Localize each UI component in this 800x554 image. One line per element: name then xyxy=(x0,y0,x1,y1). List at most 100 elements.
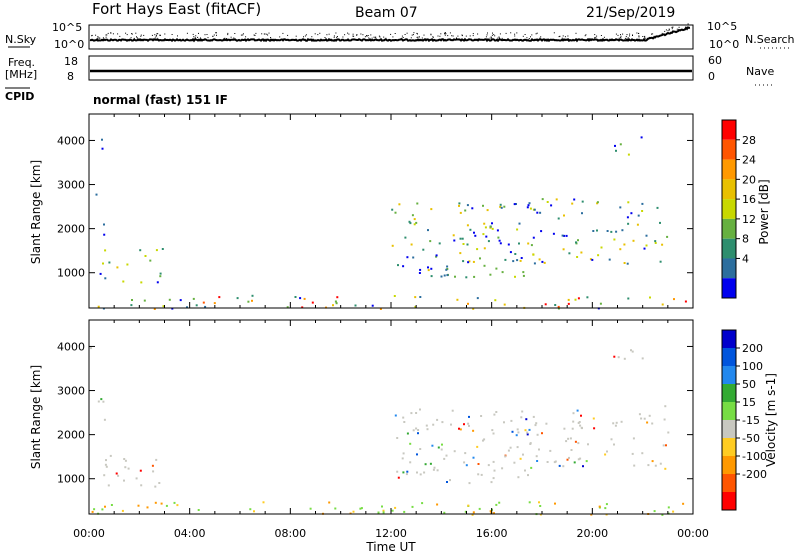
echo-cell xyxy=(573,198,576,201)
echo-cell xyxy=(483,222,486,225)
nsky-dot xyxy=(501,37,503,39)
echo-cell xyxy=(557,217,560,220)
nsky-dot xyxy=(524,34,526,35)
nsky-dot xyxy=(618,37,620,39)
echo-cell xyxy=(614,424,617,427)
echo-cell xyxy=(394,506,397,509)
colorbar-swatch xyxy=(722,199,736,219)
echo-cell xyxy=(626,262,629,265)
echo-cell xyxy=(415,412,418,414)
echo-cell xyxy=(328,501,331,504)
nsky-dot xyxy=(295,35,297,37)
nsky-dot xyxy=(135,32,137,34)
echo-cell xyxy=(334,300,337,303)
nsky-dot xyxy=(437,35,439,37)
echo-cell xyxy=(453,239,456,242)
nsky-dot xyxy=(364,36,366,38)
nsky-dot xyxy=(255,32,257,34)
echo-cell xyxy=(521,410,524,413)
nsky-dot xyxy=(156,37,158,39)
echo-cell xyxy=(572,420,575,423)
nsky-dot xyxy=(97,36,99,38)
echo-cell xyxy=(165,504,168,507)
echo-cell xyxy=(101,138,103,141)
echo-cell xyxy=(465,276,468,279)
echo-cell xyxy=(555,198,558,201)
nsky-dot xyxy=(204,34,206,36)
echo-cell xyxy=(662,444,665,447)
echo-cell xyxy=(478,507,481,510)
echo-cell xyxy=(398,203,401,206)
nsky-dot xyxy=(430,33,432,35)
colorbar-swatch xyxy=(722,139,736,160)
colorbar-tick-label: 20 xyxy=(742,173,756,186)
echo-cell xyxy=(649,296,651,299)
colorbar-tick-label: -100 xyxy=(742,450,767,463)
echo-cell xyxy=(667,431,670,434)
nsky-dot xyxy=(234,33,236,34)
echo-cell xyxy=(486,209,489,212)
echo-cell xyxy=(571,427,574,430)
echo-cell xyxy=(659,260,662,263)
echo-cell xyxy=(641,357,644,360)
echo-cell xyxy=(503,303,506,306)
echo-cell xyxy=(101,147,104,150)
nsky-dot xyxy=(133,37,135,39)
echo-cell xyxy=(449,479,451,482)
echo-cell xyxy=(568,252,571,255)
echo-cell xyxy=(391,244,394,247)
echo-cell xyxy=(604,507,607,510)
nsky-dot xyxy=(531,34,533,36)
echo-cell xyxy=(430,267,433,270)
echo-cell xyxy=(623,357,626,360)
echo-cell xyxy=(654,242,657,244)
echo-cell xyxy=(543,261,546,264)
nsky-dot xyxy=(625,36,627,38)
nsky-tick-bottom: 10^0 xyxy=(54,38,84,51)
echo-cell xyxy=(104,463,107,466)
echo-cell xyxy=(550,204,553,207)
nsky-dot xyxy=(356,34,358,36)
echo-cell xyxy=(204,305,207,308)
echo-cell xyxy=(577,239,579,242)
nsky-dot xyxy=(472,35,474,37)
echo-cell xyxy=(311,301,314,304)
echo-cell xyxy=(103,474,106,477)
echo-cell xyxy=(412,256,415,259)
echo-cell xyxy=(619,248,622,251)
nsky-dot xyxy=(366,35,368,36)
echo-cell xyxy=(536,433,539,436)
echo-cell xyxy=(643,417,646,420)
nsky-dot xyxy=(539,37,541,39)
echo-cell xyxy=(516,228,519,231)
echo-cell xyxy=(510,419,513,422)
echo-cell xyxy=(476,445,479,448)
echo-cell xyxy=(405,473,408,476)
nsky-dot xyxy=(263,33,265,35)
echo-cell xyxy=(377,511,380,514)
echo-cell xyxy=(309,507,312,510)
nsky-dot xyxy=(373,36,375,38)
nsky-dot xyxy=(126,34,128,36)
echo-cell xyxy=(123,479,125,482)
colorbar-tick-label: 12 xyxy=(742,213,756,226)
nsky-dot xyxy=(465,35,467,37)
echo-cell xyxy=(411,505,414,508)
echo-cell xyxy=(501,271,504,274)
nsky-dot xyxy=(653,37,655,39)
echo-cell xyxy=(487,464,490,467)
colorbar-tick-label: 15 xyxy=(742,396,756,409)
colorbar-tick-label: -15 xyxy=(742,414,760,427)
echo-cell xyxy=(140,484,143,487)
echo-cell xyxy=(459,428,462,431)
echo-cell xyxy=(573,461,576,464)
echo-cell xyxy=(529,443,532,445)
echo-cell xyxy=(648,414,651,417)
nsky-dot xyxy=(107,32,109,34)
echo-cell xyxy=(440,275,443,278)
echo-cell xyxy=(468,482,471,485)
nsky-dot xyxy=(499,33,501,35)
nsky-dot xyxy=(505,32,507,34)
nsky-strip-frame xyxy=(88,24,694,50)
nsky-dot xyxy=(319,32,321,34)
